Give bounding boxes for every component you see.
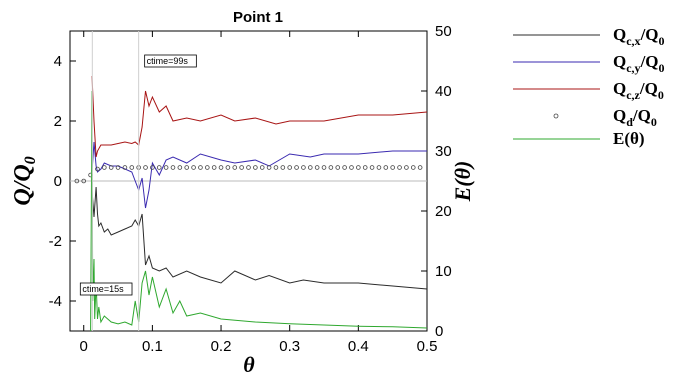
y-left-tick-label: 2 [54, 113, 62, 130]
y-right-tick-label: 40 [435, 83, 452, 100]
qd-marker [143, 165, 148, 170]
qd-marker [205, 165, 210, 170]
x-tick-label: 0.2 [211, 338, 232, 355]
y-right-tick-label: 0 [435, 323, 443, 340]
ctime-label: ctime=15s [82, 284, 124, 294]
x-axis-label: θ [243, 352, 255, 377]
qd-marker [259, 165, 265, 170]
qd-marker [369, 165, 375, 170]
series-line [90, 90, 428, 332]
legend-label: Qc,z/Q0 [613, 79, 664, 102]
qd-marker [122, 165, 128, 170]
qd-marker [335, 165, 341, 170]
y-right-tick-label: 30 [435, 143, 452, 160]
qd-marker [294, 165, 299, 170]
qd-marker [198, 165, 203, 170]
qd-marker [307, 165, 313, 170]
y-right-tick-label: 50 [435, 23, 452, 40]
qd-marker [321, 165, 327, 170]
y-left-tick-label: -2 [49, 233, 62, 250]
qd-marker [376, 165, 382, 170]
qd-marker [253, 165, 258, 170]
qd-marker [225, 165, 231, 170]
x-tick-label: 0 [80, 338, 88, 355]
qd-marker [108, 165, 114, 170]
qd-marker [156, 165, 162, 170]
qd-marker [410, 165, 416, 170]
legend-marker [553, 113, 559, 119]
qd-marker [184, 165, 190, 170]
qd-marker [177, 165, 183, 170]
x-tick-label: 0.1 [142, 338, 163, 355]
series-line [91, 186, 428, 290]
qd-marker [342, 165, 347, 170]
x-tick-label: 0.5 [417, 338, 438, 355]
qd-marker [314, 165, 320, 170]
y-left-tick-label: 4 [54, 53, 62, 70]
series-line [91, 75, 428, 158]
qd-marker [349, 165, 354, 170]
y-right-tick-label: 20 [435, 203, 452, 220]
qd-marker [246, 165, 251, 170]
ctime-label-box [79, 282, 133, 296]
legend-label: Qd/Q0 [613, 106, 657, 129]
qd-marker [383, 165, 389, 170]
legend: Qc,x/Q0 Qc,y/Q0 Qc,z/Q0 Qd/Q0E(θ) [513, 25, 665, 148]
ctime-label-box [144, 54, 197, 68]
y-axis-left-label-q: Q/Q [10, 164, 36, 205]
y-axis-left-label-sub: 0 [22, 156, 39, 164]
qd-marker [102, 165, 107, 170]
qd-marker [150, 165, 155, 170]
qd-marker [115, 165, 121, 170]
qd-marker [404, 165, 409, 170]
chart-title: Point 1 [233, 9, 283, 26]
qd-marker [81, 178, 87, 184]
x-tick-label: 0.3 [279, 338, 300, 355]
annotations: ctime=99s ctime=15s [79, 31, 197, 331]
qd-marker [191, 165, 196, 170]
qd-marker [211, 165, 217, 170]
legend-label: Qc,y/Q0 [613, 52, 665, 75]
qd-marker [129, 165, 135, 170]
y-right-tick-label: 10 [435, 263, 452, 280]
qd-marker [328, 165, 334, 170]
y-left-tick-label: -4 [49, 293, 62, 310]
qd-marker [232, 165, 238, 170]
qd-marker [239, 165, 244, 170]
qd-marker [280, 165, 286, 170]
legend-label: E(θ) [613, 129, 645, 148]
qd-marker [163, 165, 169, 170]
legend-label: Qc,x/Q0 [613, 25, 665, 48]
y-axis-right-label: E(θ) [450, 161, 475, 203]
ctime-label: ctime=99s [147, 56, 189, 66]
y-left-tick-label: 0 [54, 173, 62, 190]
qd-marker [287, 165, 292, 170]
qd-marker [74, 178, 80, 184]
series-line [91, 141, 427, 209]
qd-marker [273, 165, 279, 170]
qd-marker [301, 165, 306, 170]
qd-marker [417, 165, 423, 170]
qd-marker [397, 165, 402, 170]
x-tick-label: 0.4 [348, 338, 369, 355]
qd-marker [266, 165, 272, 170]
qd-marker [390, 165, 395, 170]
y-axis-left-label: Q/Q0 [10, 156, 39, 205]
qd-marker [356, 165, 361, 170]
qd-marker [170, 165, 176, 170]
qd-marker [218, 165, 224, 170]
qd-marker [362, 165, 368, 170]
qd-marker [95, 166, 100, 172]
